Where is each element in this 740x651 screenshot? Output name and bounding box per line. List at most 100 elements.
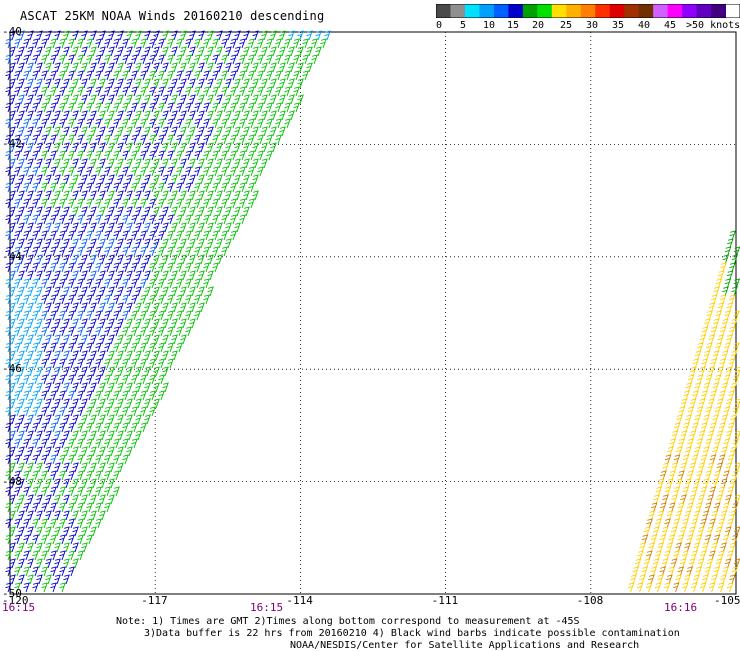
- wind-barb: [81, 270, 88, 281]
- wind-barb: [261, 62, 268, 73]
- wind-barb: [720, 510, 728, 521]
- wind-barb: [23, 342, 30, 353]
- wind-barb: [140, 86, 147, 97]
- wind-barb: [117, 110, 124, 121]
- wind-barb: [32, 326, 39, 337]
- wind-barb: [722, 318, 729, 329]
- wind-barb: [149, 230, 156, 241]
- wind-barb: [212, 102, 219, 113]
- wind-barb: [99, 302, 106, 313]
- wind-barb: [32, 550, 39, 561]
- wind-barb: [270, 126, 277, 137]
- wind-barb: [720, 542, 727, 553]
- wind-barb: [68, 454, 75, 465]
- longitude-label: -111: [431, 594, 459, 607]
- wind-barb: [664, 518, 671, 529]
- wind-barb: [99, 318, 106, 329]
- wind-barb: [23, 118, 30, 129]
- wind-barb: [198, 142, 205, 153]
- wind-barb: [302, 54, 309, 65]
- wind-barb: [646, 518, 653, 529]
- wind-barb: [234, 62, 241, 73]
- wind-barb: [158, 390, 165, 401]
- wind-barb: [77, 278, 84, 289]
- wind-barb: [104, 454, 111, 465]
- wind-barb: [32, 150, 39, 161]
- wind-barb: [5, 198, 12, 209]
- wind-barb: [239, 182, 246, 193]
- wind-barb: [23, 54, 30, 65]
- wind-barb: [266, 70, 273, 81]
- wind-barb: [9, 158, 16, 169]
- wind-barb: [99, 382, 106, 393]
- wind-barb: [63, 286, 70, 297]
- wind-barb: [81, 334, 88, 345]
- wind-barb: [45, 126, 52, 137]
- wind-barb: [729, 542, 736, 553]
- wind-barb: [90, 174, 97, 185]
- wind-barb: [59, 118, 66, 129]
- wind-barb: [27, 558, 34, 569]
- wind-barb: [185, 198, 192, 209]
- wind-barb: [9, 558, 16, 569]
- wind-barb: [63, 558, 70, 569]
- wind-barb: [167, 198, 174, 209]
- wind-barb: [225, 206, 232, 217]
- wind-barb: [149, 342, 156, 353]
- wind-barb: [86, 486, 93, 497]
- wind-barb: [153, 94, 160, 105]
- wind-barb: [18, 350, 25, 361]
- wind-barb: [90, 126, 97, 137]
- wind-barb: [176, 342, 183, 353]
- wind-barb: [126, 30, 133, 41]
- wind-barb: [104, 486, 111, 497]
- wind-barb: [697, 342, 704, 353]
- wind-barb: [203, 54, 210, 65]
- wind-barb: [23, 182, 30, 193]
- wind-barb: [194, 70, 201, 81]
- wind-barb: [68, 70, 75, 81]
- wind-barb: [36, 222, 43, 233]
- wind-barb: [699, 398, 706, 409]
- wind-barb: [239, 102, 246, 113]
- wind-barb: [221, 150, 228, 161]
- wind-barb: [14, 486, 21, 497]
- wind-barb: [90, 62, 97, 73]
- wind-barb: [189, 30, 196, 41]
- wind-barb: [72, 510, 79, 521]
- wind-barb: [50, 230, 57, 241]
- wind-barb: [108, 222, 115, 233]
- wind-barb: [108, 126, 115, 137]
- wind-barb: [90, 430, 97, 441]
- wind-barb: [180, 254, 187, 265]
- wind-barb: [108, 94, 115, 105]
- wind-barb: [32, 486, 39, 497]
- wind-barb: [135, 414, 142, 425]
- wind-barb: [712, 382, 720, 393]
- wind-barb: [86, 102, 93, 113]
- wind-barb: [9, 574, 16, 585]
- wind-barb: [77, 310, 84, 321]
- wind-barb: [95, 518, 102, 529]
- wind-barb: [203, 70, 210, 81]
- wind-barb: [95, 70, 102, 81]
- wind-barb: [5, 134, 12, 145]
- wind-barb: [18, 238, 25, 249]
- wind-barb: [702, 574, 709, 585]
- wind-barb: [140, 422, 147, 433]
- wind-barb: [162, 30, 169, 41]
- legend-swatch: [508, 4, 524, 18]
- wind-barb: [23, 534, 30, 545]
- wind-barb: [32, 358, 39, 369]
- wind-barb: [90, 190, 97, 201]
- wind-barb: [14, 54, 21, 65]
- wind-barb: [666, 478, 674, 489]
- wind-barb: [59, 342, 66, 353]
- wind-barb: [104, 102, 111, 113]
- wind-barb: [45, 222, 52, 233]
- wind-barb: [108, 78, 115, 89]
- wind-barb: [270, 46, 277, 57]
- wind-barb: [710, 422, 717, 433]
- wind-barb: [135, 222, 142, 233]
- wind-barb: [650, 566, 658, 577]
